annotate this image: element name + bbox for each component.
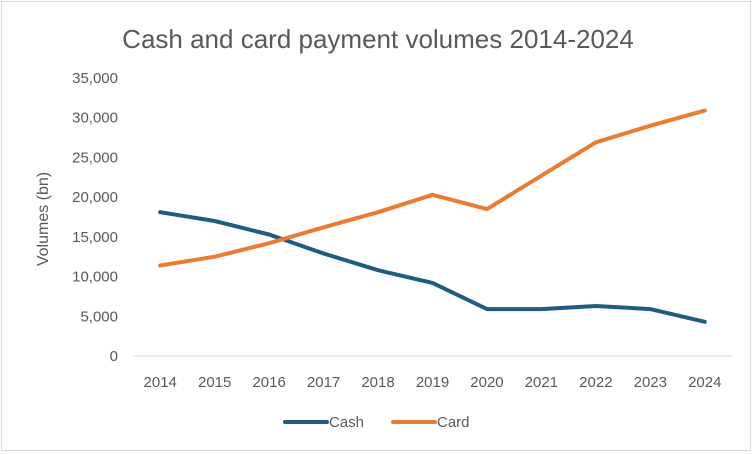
x-tick-label: 2016: [252, 374, 285, 391]
legend-label-card: Card: [437, 414, 470, 431]
legend-label-cash: Cash: [329, 414, 364, 431]
y-axis-title: Volumes (bn): [35, 172, 52, 266]
y-tick-label: 5,000: [80, 308, 118, 325]
y-axis-ticks: 0 5,000 10,000 15,000 20,000 25,000 30,000 35,0…: [72, 70, 118, 365]
x-tick-label: 2022: [579, 374, 612, 391]
x-tick-label: 2023: [634, 374, 667, 391]
x-axis-ticks: 2014 2015 2016 2017 2018 2019 2020 2021 2022 2023…: [144, 374, 722, 391]
x-tick-label: 2018: [361, 374, 394, 391]
legend: Cash Card: [283, 414, 470, 431]
x-tick-label: 2015: [198, 374, 231, 391]
y-tick-label: 30,000: [72, 110, 118, 127]
y-tick-label: 25,000: [72, 149, 118, 166]
y-tick-label: 35,000: [72, 70, 118, 87]
series-line-cash: [158, 210, 707, 324]
x-tick-label: 2021: [525, 374, 558, 391]
y-tick-label: 0: [110, 348, 118, 365]
x-tick-label: 2019: [416, 374, 449, 391]
series-lines: [158, 108, 707, 324]
series-line-card: [158, 108, 707, 268]
chart-title: Cash and card payment volumes 2014-2024: [122, 24, 634, 54]
y-tick-label: 20,000: [72, 189, 118, 206]
x-tick-label: 2017: [307, 374, 340, 391]
x-tick-label: 2014: [144, 374, 177, 391]
x-tick-label: 2020: [470, 374, 503, 391]
y-tick-label: 10,000: [72, 269, 118, 286]
x-tick-label: 2024: [688, 374, 721, 391]
y-tick-label: 15,000: [72, 229, 118, 246]
